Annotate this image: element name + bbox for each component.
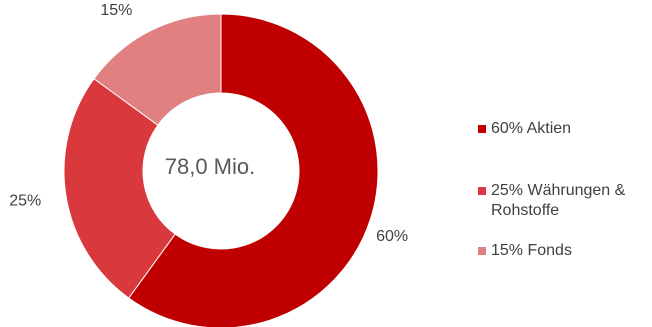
slice-label-aktien: 60% xyxy=(376,228,408,245)
slice-aktien xyxy=(128,13,379,327)
legend-label-fonds: 15% Fonds xyxy=(491,242,572,259)
legend-swatch-waehrungen-rohstoffe xyxy=(478,187,486,195)
slice-label-fonds: 15% xyxy=(100,2,132,19)
slice-labels: 60% 25% 15% xyxy=(9,2,408,245)
slice-label-waehrungen-rohstoffe: 25% xyxy=(9,192,41,209)
donut-slices xyxy=(63,13,379,327)
center-total-label: 78,0 Mio. xyxy=(165,154,256,179)
legend-swatch-aktien xyxy=(478,125,486,133)
slice-waehrungen-rohstoffe xyxy=(63,78,176,299)
legend-label-waehrungen-rohstoffe: 25% Währungen & Rohstoffe xyxy=(491,182,626,219)
donut-chart: 60% 25% 15% 78,0 Mio. xyxy=(9,2,408,327)
legend-swatch-fonds xyxy=(478,247,486,255)
legend-item-fonds: 15% Fonds xyxy=(478,241,572,261)
legend-item-waehrungen-rohstoffe: 25% Währungen & Rohstoffe xyxy=(478,181,625,221)
slice-fonds xyxy=(93,13,222,126)
chart-legend: 60% Aktien 25% Währungen & Rohstoffe 15%… xyxy=(478,0,650,327)
legend-item-aktien: 60% Aktien xyxy=(478,119,571,139)
legend-label-aktien: 60% Aktien xyxy=(491,120,572,137)
